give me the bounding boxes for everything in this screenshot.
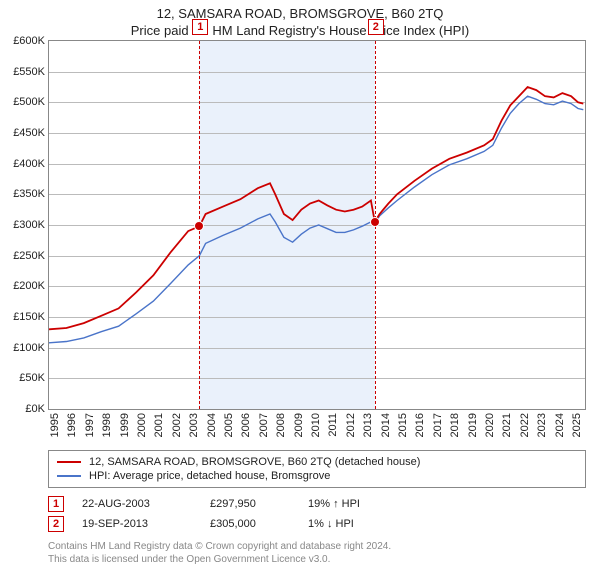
sale-row: 2 19-SEP-2013 £305,000 1% ↓ HPI — [48, 514, 586, 534]
xtick-label: 2011 — [327, 413, 339, 437]
ytick-label: £500K — [13, 96, 45, 108]
ytick-label: £50K — [19, 372, 45, 384]
sale-badge-1: 1 — [48, 496, 64, 512]
chart-title: 12, SAMSARA ROAD, BROMSGROVE, B60 2TQ — [0, 0, 600, 21]
xtick-label: 1999 — [119, 413, 131, 437]
sale-date-1: 22-AUG-2003 — [82, 498, 192, 510]
xtick-label: 2023 — [536, 413, 548, 437]
ytick-label: £200K — [13, 280, 45, 292]
ytick-label: £350K — [13, 188, 45, 200]
sale-price-1: £297,950 — [210, 498, 290, 510]
xtick-label: 2005 — [223, 413, 235, 437]
sale-diff-2: 1% ↓ HPI — [308, 518, 354, 530]
ytick-label: £600K — [13, 35, 45, 47]
xtick-label: 2019 — [467, 413, 479, 437]
ytick-label: £550K — [13, 66, 45, 78]
sale-date-2: 19-SEP-2013 — [82, 518, 192, 530]
xtick-label: 1996 — [66, 413, 78, 437]
chart-subtitle: Price paid vs. HM Land Registry's House … — [0, 21, 600, 40]
footer-line-1: Contains HM Land Registry data © Crown c… — [48, 540, 586, 553]
ytick-label: £150K — [13, 311, 45, 323]
ytick-label: £400K — [13, 158, 45, 170]
ytick-label: £250K — [13, 250, 45, 262]
sales-table: 1 22-AUG-2003 £297,950 19% ↑ HPI 2 19-SE… — [48, 494, 586, 534]
series-hpi — [49, 96, 583, 343]
xtick-label: 2007 — [258, 413, 270, 437]
ytick-label: £100K — [13, 342, 45, 354]
xtick-label: 2002 — [171, 413, 183, 437]
xtick-label: 2014 — [380, 413, 392, 437]
xtick-label: 2006 — [240, 413, 252, 437]
sale-marker-dot — [194, 221, 204, 231]
xtick-label: 2024 — [554, 413, 566, 437]
page-root: 12, SAMSARA ROAD, BROMSGROVE, B60 2TQ Pr… — [0, 0, 600, 560]
sale-marker-badge: 2 — [368, 19, 384, 35]
sale-marker-dot — [370, 217, 380, 227]
legend-swatch-1 — [57, 461, 81, 463]
xtick-label: 2008 — [275, 413, 287, 437]
xtick-label: 2012 — [345, 413, 357, 437]
legend-label-1: 12, SAMSARA ROAD, BROMSGROVE, B60 2TQ (d… — [89, 456, 420, 468]
xtick-label: 1998 — [101, 413, 113, 437]
ytick-label: £300K — [13, 219, 45, 231]
ytick-label: £450K — [13, 127, 45, 139]
sale-row: 1 22-AUG-2003 £297,950 19% ↑ HPI — [48, 494, 586, 514]
xtick-label: 2013 — [362, 413, 374, 437]
sale-price-2: £305,000 — [210, 518, 290, 530]
xtick-label: 2021 — [501, 413, 513, 437]
xtick-label: 2003 — [188, 413, 200, 437]
xtick-label: 2004 — [206, 413, 218, 437]
xtick-label: 2018 — [449, 413, 461, 437]
xtick-label: 1997 — [84, 413, 96, 437]
xtick-label: 2016 — [414, 413, 426, 437]
xtick-label: 2015 — [397, 413, 409, 437]
xtick-label: 2025 — [571, 413, 583, 437]
xtick-label: 2009 — [293, 413, 305, 437]
chart-lines-svg — [49, 41, 585, 409]
xtick-label: 2000 — [136, 413, 148, 437]
sale-marker-badge: 1 — [192, 19, 208, 35]
legend-row: 12, SAMSARA ROAD, BROMSGROVE, B60 2TQ (d… — [57, 455, 577, 469]
chart-plot-area: £0K£50K£100K£150K£200K£250K£300K£350K£40… — [48, 40, 586, 410]
legend-label-2: HPI: Average price, detached house, Brom… — [89, 470, 330, 482]
xtick-label: 2017 — [432, 413, 444, 437]
ytick-label: £0K — [25, 403, 45, 415]
legend-swatch-2 — [57, 475, 81, 477]
footer-attribution: Contains HM Land Registry data © Crown c… — [48, 540, 586, 566]
sale-badge-2: 2 — [48, 516, 64, 532]
series-price_paid — [49, 87, 583, 329]
legend-box: 12, SAMSARA ROAD, BROMSGROVE, B60 2TQ (d… — [48, 450, 586, 488]
sale-diff-1: 19% ↑ HPI — [308, 498, 360, 510]
xtick-label: 2022 — [519, 413, 531, 437]
xtick-label: 2020 — [484, 413, 496, 437]
xtick-label: 2001 — [153, 413, 165, 437]
legend-row: HPI: Average price, detached house, Brom… — [57, 469, 577, 483]
xtick-label: 2010 — [310, 413, 322, 437]
xtick-label: 1995 — [49, 413, 61, 437]
